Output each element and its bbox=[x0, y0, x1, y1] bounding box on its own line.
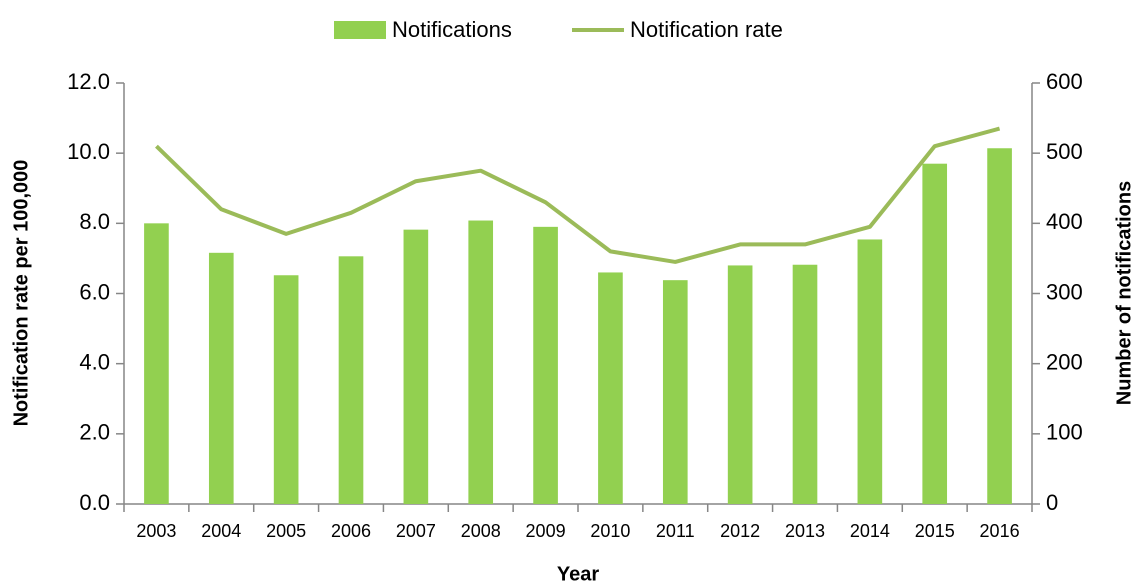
bar bbox=[338, 256, 364, 504]
x-tick-label: 2006 bbox=[331, 521, 371, 541]
x-tick-label: 2008 bbox=[461, 521, 501, 541]
x-tick-label: 2013 bbox=[785, 521, 825, 541]
bar bbox=[662, 280, 688, 504]
y2-tick-label: 600 bbox=[1046, 69, 1083, 94]
y-tick-label: 6.0 bbox=[79, 279, 110, 304]
legend-label: Notification rate bbox=[630, 17, 783, 42]
y-tick-label: 8.0 bbox=[79, 209, 110, 234]
y-tick-label: 0.0 bbox=[79, 490, 110, 515]
bar bbox=[987, 148, 1012, 504]
y2-tick-label: 100 bbox=[1046, 420, 1083, 445]
y-tick-label: 10.0 bbox=[67, 139, 110, 164]
x-tick-label: 2015 bbox=[915, 521, 955, 541]
bar bbox=[533, 226, 558, 504]
x-tick-label: 2016 bbox=[980, 521, 1020, 541]
x-tick-label: 2011 bbox=[656, 521, 695, 541]
bar bbox=[144, 223, 169, 505]
legend-label: Notifications bbox=[392, 17, 512, 42]
x-tick-label: 2003 bbox=[136, 521, 176, 541]
y-axis-title: Notification rate per 100,000 bbox=[10, 160, 32, 427]
x-tick-label: 2004 bbox=[201, 521, 241, 541]
y-tick-label: 12.0 bbox=[67, 69, 110, 94]
y2-tick-label: 400 bbox=[1046, 209, 1083, 234]
bar bbox=[403, 229, 429, 505]
bar bbox=[922, 163, 948, 505]
x-tick-label: 2005 bbox=[266, 521, 306, 541]
y2-tick-label: 0 bbox=[1046, 490, 1058, 515]
y2-tick-label: 300 bbox=[1046, 279, 1083, 304]
y2-tick-label: 500 bbox=[1046, 139, 1083, 164]
bar bbox=[598, 272, 623, 504]
bar bbox=[468, 220, 494, 504]
x-tick-label: 2007 bbox=[396, 521, 436, 541]
legend-swatch bbox=[334, 21, 386, 39]
x-tick-label: 2014 bbox=[850, 521, 890, 541]
y2-axis-title: Number of notifications bbox=[1113, 181, 1135, 405]
x-axis-title: Year bbox=[557, 563, 599, 585]
x-tick-label: 2009 bbox=[526, 521, 566, 541]
bar bbox=[727, 265, 753, 504]
bar bbox=[857, 239, 883, 504]
y2-tick-label: 200 bbox=[1046, 349, 1083, 374]
line bbox=[155, 126, 1001, 264]
y-tick-label: 4.0 bbox=[79, 349, 110, 374]
bar bbox=[208, 252, 234, 504]
x-tick-label: 2012 bbox=[720, 521, 760, 541]
y-tick-label: 2.0 bbox=[79, 420, 110, 445]
x-tick-label: 2010 bbox=[590, 521, 630, 541]
bar bbox=[792, 264, 818, 504]
bar bbox=[273, 275, 299, 504]
